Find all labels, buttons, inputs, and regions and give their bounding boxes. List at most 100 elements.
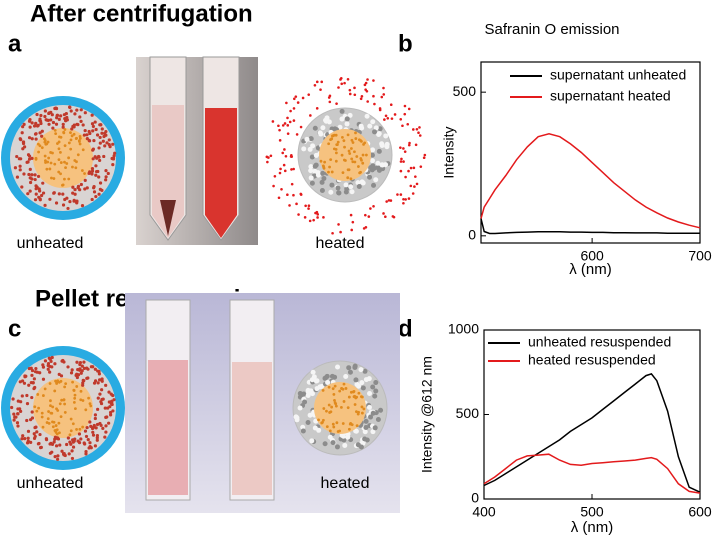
dot [30,137,34,141]
dot [30,368,35,373]
dot [97,175,101,179]
dot [88,420,92,424]
dot [354,131,357,135]
pore [335,185,341,191]
dot [378,108,382,112]
dot [78,427,82,431]
dot [35,124,40,128]
dot [20,437,24,441]
dot [111,409,115,413]
dot [327,96,331,99]
dot [78,140,81,143]
pore [319,188,325,194]
dot [347,149,351,153]
dot [55,407,58,411]
dot [272,184,275,188]
pore [319,179,325,185]
dot [334,404,338,408]
dot [334,147,338,151]
pore [343,374,349,380]
pore [307,412,313,418]
dot [35,112,39,117]
dot [98,158,102,163]
dot [40,193,44,198]
pore [348,184,354,190]
panel-label: a [8,30,22,57]
dot [418,126,421,129]
dot [57,170,61,174]
dot [327,385,331,389]
legend-label: supernatant unheated [550,67,686,83]
dot [79,182,83,187]
dot [72,388,76,392]
dot [28,167,32,171]
dot [27,119,32,123]
dot [309,114,312,117]
dot [103,406,107,410]
dot [315,80,319,84]
dot [25,160,29,164]
dot [41,425,45,429]
dot [43,140,47,144]
dot [65,162,69,165]
pore [309,180,315,186]
dot [83,128,87,133]
dot [290,182,294,186]
dot [71,422,75,426]
pore [373,125,379,131]
x-tick-label: 600 [580,248,604,264]
dot [317,418,320,422]
dot [18,137,22,141]
x-axis-label: λ (nm) [571,519,614,536]
pore [329,182,335,188]
pore [318,131,324,137]
pore [370,429,376,435]
dot [314,211,317,215]
dot [34,121,38,125]
dot [54,444,59,448]
dot [68,105,72,109]
dot [25,393,29,398]
dot [327,403,331,407]
dot [299,192,303,196]
dot [51,120,56,125]
dot [404,198,407,201]
dot [328,429,332,433]
pore [308,136,314,142]
pore [345,434,351,440]
dot [20,185,24,189]
dot [27,172,31,177]
dot [56,454,60,458]
dot [45,421,49,424]
dot [278,128,281,132]
dot [271,120,275,123]
dot [81,425,85,429]
dot [362,407,366,411]
dot [95,436,99,440]
dot [63,128,67,131]
dot [50,442,55,446]
dot [46,363,50,368]
dot [320,80,324,84]
dot [25,418,29,423]
dot [316,213,320,216]
dot [41,181,45,185]
dot [83,187,87,191]
x-tick-label: 600 [688,504,712,520]
dot [69,131,72,135]
dot [94,127,98,132]
dot [43,387,47,391]
dot [422,156,426,160]
dot [337,223,340,226]
dot [67,177,71,181]
dot [70,127,74,131]
dot [81,383,85,387]
y-tick-label: 1000 [448,321,479,337]
dot [30,416,35,420]
dot [328,100,332,104]
dot [65,442,69,447]
dot [60,398,64,402]
dot [34,366,38,371]
pore [384,144,390,150]
